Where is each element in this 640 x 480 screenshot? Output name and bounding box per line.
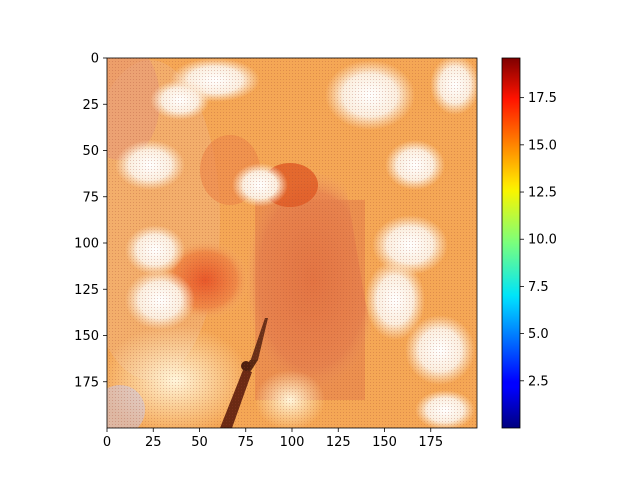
colorbar-tick-label: 10.0 xyxy=(528,233,557,248)
colorbar-tick-label: 2.5 xyxy=(528,374,549,389)
y-tick-label: 125 xyxy=(74,283,99,298)
x-tick-label: 75 xyxy=(237,435,254,450)
x-tick-label: 50 xyxy=(191,435,208,450)
y-tick-label: 100 xyxy=(74,237,99,252)
colorbar-tick-label: 5.0 xyxy=(528,327,549,342)
colorbar-tick-label: 17.5 xyxy=(528,91,557,106)
x-tick-label: 125 xyxy=(326,435,351,450)
y-tick-label: 75 xyxy=(82,190,99,205)
x-tick-label: 0 xyxy=(103,435,111,450)
y-tick-label: 175 xyxy=(74,375,99,390)
x-tick-label: 25 xyxy=(145,435,162,450)
y-axis: 0 25 50 75 100 125 150 175 xyxy=(74,52,107,390)
colorbar-tick-label: 15.0 xyxy=(528,138,557,153)
y-tick-label: 25 xyxy=(82,98,99,113)
y-tick-label: 50 xyxy=(82,144,99,159)
x-tick-label: 150 xyxy=(372,435,397,450)
x-tick-label: 175 xyxy=(418,435,443,450)
colorbar-frame xyxy=(501,57,521,429)
colorbar-gradient xyxy=(502,58,520,428)
colorbar-tick-label: 12.5 xyxy=(528,186,557,201)
colorbar-tick-label: 7.5 xyxy=(528,280,549,295)
x-axis: 0 25 50 75 100 125 150 175 xyxy=(103,428,443,450)
colorbar-axis: 2.5 5.0 7.5 10.0 12.5 15.0 17.5 xyxy=(520,91,557,389)
heatmap-image xyxy=(107,58,477,428)
x-tick-label: 100 xyxy=(280,435,305,450)
y-tick-label: 0 xyxy=(91,52,99,67)
y-tick-label: 150 xyxy=(74,329,99,344)
